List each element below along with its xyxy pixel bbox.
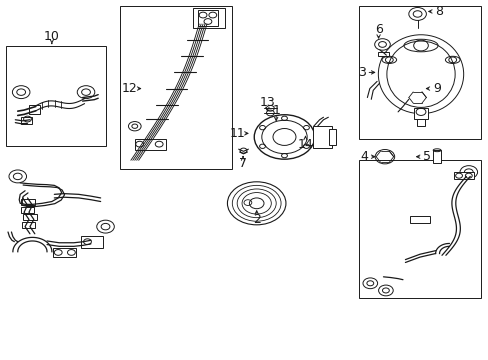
Bar (193, 8, 224, 28)
Bar (120, 6, 232, 169)
Bar (377, 52, 388, 56)
Text: 12: 12 (122, 82, 138, 95)
Bar (409, 216, 429, 223)
Bar (53, 248, 76, 257)
Text: 4: 4 (359, 150, 367, 163)
Bar (20, 207, 34, 213)
Bar (23, 215, 37, 220)
Bar (135, 139, 166, 149)
Bar (413, 108, 427, 119)
Text: 11: 11 (229, 127, 244, 140)
Text: 7: 7 (239, 157, 246, 170)
Text: 5: 5 (423, 150, 430, 163)
Bar (358, 160, 480, 298)
Text: 10: 10 (44, 30, 60, 43)
Bar (21, 117, 32, 125)
Bar (329, 129, 335, 145)
Bar (198, 10, 217, 26)
Text: 9: 9 (432, 82, 440, 95)
Bar (21, 199, 35, 205)
Bar (21, 222, 35, 228)
Text: 8: 8 (435, 5, 443, 18)
Bar (358, 6, 480, 139)
Bar (312, 126, 331, 148)
Bar (416, 119, 424, 126)
Bar (29, 105, 40, 114)
Text: 13: 13 (259, 96, 275, 109)
Text: 14: 14 (297, 138, 313, 150)
Text: 6: 6 (374, 23, 382, 36)
Text: 3: 3 (357, 66, 365, 79)
Bar (453, 172, 473, 179)
Bar (81, 235, 103, 248)
Text: 1: 1 (272, 104, 280, 117)
Text: 2: 2 (252, 213, 260, 226)
Bar (432, 150, 440, 163)
Bar (5, 45, 105, 146)
